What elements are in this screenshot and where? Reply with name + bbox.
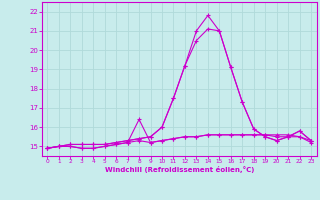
X-axis label: Windchill (Refroidissement éolien,°C): Windchill (Refroidissement éolien,°C) [105, 166, 254, 173]
